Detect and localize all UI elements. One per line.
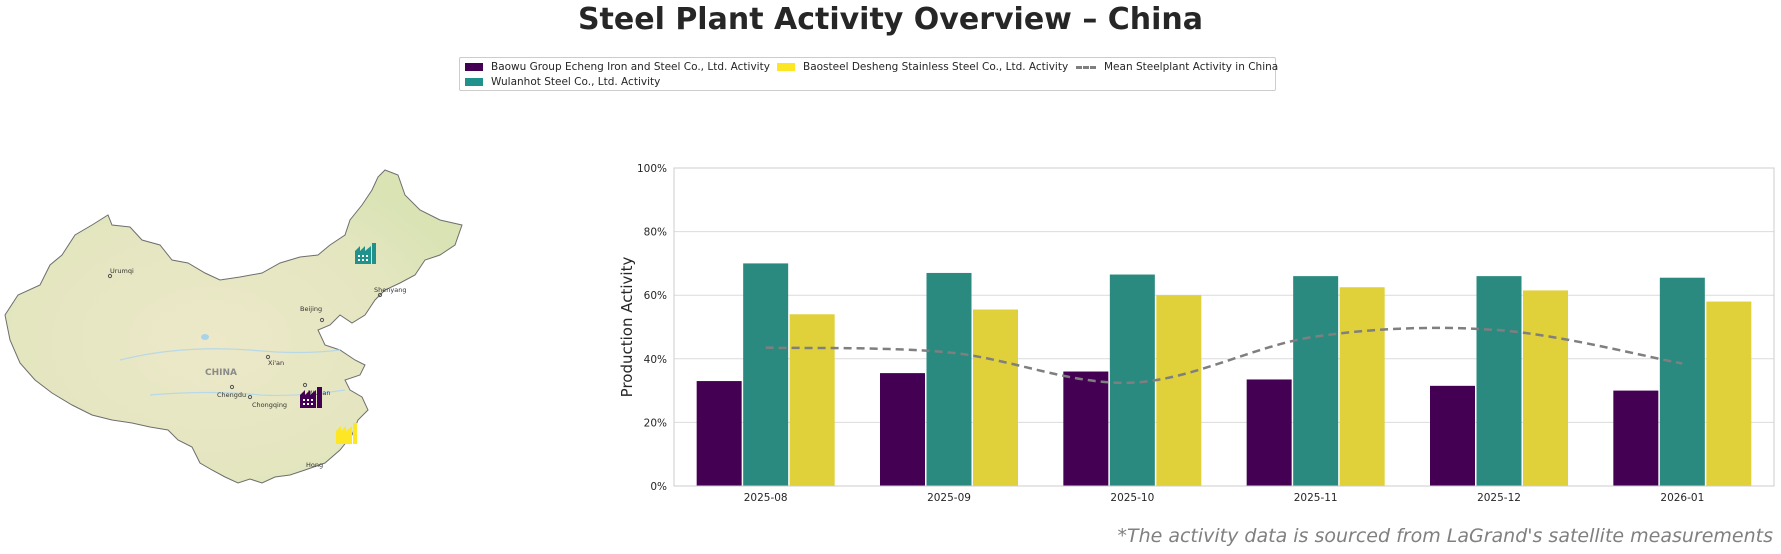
factory-icon	[355, 243, 376, 264]
y-tick-label: 80%	[644, 227, 667, 239]
country-label: CHINA	[205, 368, 237, 378]
plot-frame	[673, 167, 1775, 487]
river-line	[119, 348, 341, 361]
legend-swatch-wulanhot	[465, 78, 483, 86]
x-tick-label: 2025-12	[1477, 492, 1521, 504]
y-tick-label: 0%	[650, 481, 667, 493]
x-tick-label: 2026-01	[1660, 492, 1704, 504]
legend-label-baowu: Baowu Group Echeng Iron and Steel Co., L…	[491, 61, 770, 73]
y-tick-label: 60%	[644, 290, 667, 302]
bar	[1156, 295, 1202, 486]
axes: 0% 20% 40% 60% 80% 100% 2025-08 2025-09 2025-10 2…	[637, 163, 1775, 504]
city-label: Urumqi	[110, 267, 134, 275]
city-label: Shenyang	[374, 286, 406, 294]
y-tick-label: 100%	[637, 163, 667, 175]
x-tick-label: 2025-09	[927, 492, 971, 504]
city-dot	[229, 384, 235, 390]
bar	[1706, 301, 1752, 486]
bar	[1293, 276, 1339, 486]
city-dot	[319, 317, 325, 323]
mean-line	[765, 326, 1683, 385]
bar	[880, 373, 925, 486]
y-tick-label: 40%	[644, 354, 667, 366]
bar	[1339, 287, 1385, 486]
bar	[1109, 274, 1155, 486]
grid-lines	[674, 167, 1774, 487]
city-label: Chongqing	[252, 401, 287, 409]
bar	[973, 309, 1018, 486]
city-label: Chengdu	[217, 391, 246, 399]
legend-label-mean: Mean Steelplant Activity in China	[1104, 61, 1279, 73]
china-map-svg: Urumqi Beijing Shenyang CHINA Xi'an Chen…	[4, 169, 463, 484]
city-dot	[302, 382, 308, 388]
y-axis-label: Production Activity	[618, 257, 636, 398]
legend-item-baosteel: Baosteel Desheng Stainless Steel Co., Lt…	[777, 61, 1068, 73]
china-outline	[4, 169, 463, 484]
x-tick-label: 2025-10	[1110, 492, 1154, 504]
legend-item-mean: Mean Steelplant Activity in China	[1076, 61, 1278, 73]
city-dot	[377, 292, 383, 298]
legend-item-wulanhot: Wulanhot Steel Co., Ltd. Activity	[465, 76, 660, 88]
bar	[789, 314, 835, 486]
x-tick-label: 2025-08	[744, 492, 788, 504]
legend-label-wulanhot: Wulanhot Steel Co., Ltd. Activity	[491, 76, 661, 88]
bar	[1659, 277, 1705, 486]
bar	[926, 272, 972, 486]
legend: Baowu Group Echeng Iron and Steel Co., L…	[459, 57, 1278, 91]
city-dot	[265, 354, 271, 360]
x-tick-label: 2025-11	[1294, 492, 1338, 504]
city-label: Xi'an	[268, 359, 284, 367]
legend-swatch-baosteel	[777, 63, 795, 71]
legend-item-baowu: Baowu Group Echeng Iron and Steel Co., L…	[465, 61, 770, 73]
chart-title: Steel Plant Activity Overview – China	[577, 2, 1204, 37]
factory-icon	[336, 423, 357, 444]
city-label: Beijing	[300, 305, 322, 313]
y-tick-label: 20%	[644, 417, 667, 429]
city-dot	[107, 273, 113, 279]
china-map: Urumqi Beijing Shenyang CHINA Xi'an Chen…	[0, 165, 470, 495]
bar	[1613, 390, 1659, 486]
lake-shape	[201, 334, 209, 340]
bar	[743, 263, 789, 486]
legend-label-baosteel: Baosteel Desheng Stainless Steel Co., Lt…	[803, 61, 1069, 73]
mean-line-path	[765, 326, 1683, 385]
bars	[696, 263, 1752, 486]
bar	[1523, 290, 1568, 486]
legend-swatch-mean	[1076, 65, 1096, 69]
city-dot	[247, 394, 253, 400]
bar	[1430, 385, 1475, 486]
bar	[1246, 379, 1292, 486]
bar	[696, 381, 742, 486]
bar	[1476, 276, 1522, 486]
bar	[1063, 371, 1109, 486]
city-label: Hong	[306, 461, 323, 469]
factory-icon	[300, 387, 322, 408]
legend-swatch-baowu	[465, 63, 483, 71]
footnote: *The activity data is sourced from LaGra…	[1117, 525, 1773, 547]
